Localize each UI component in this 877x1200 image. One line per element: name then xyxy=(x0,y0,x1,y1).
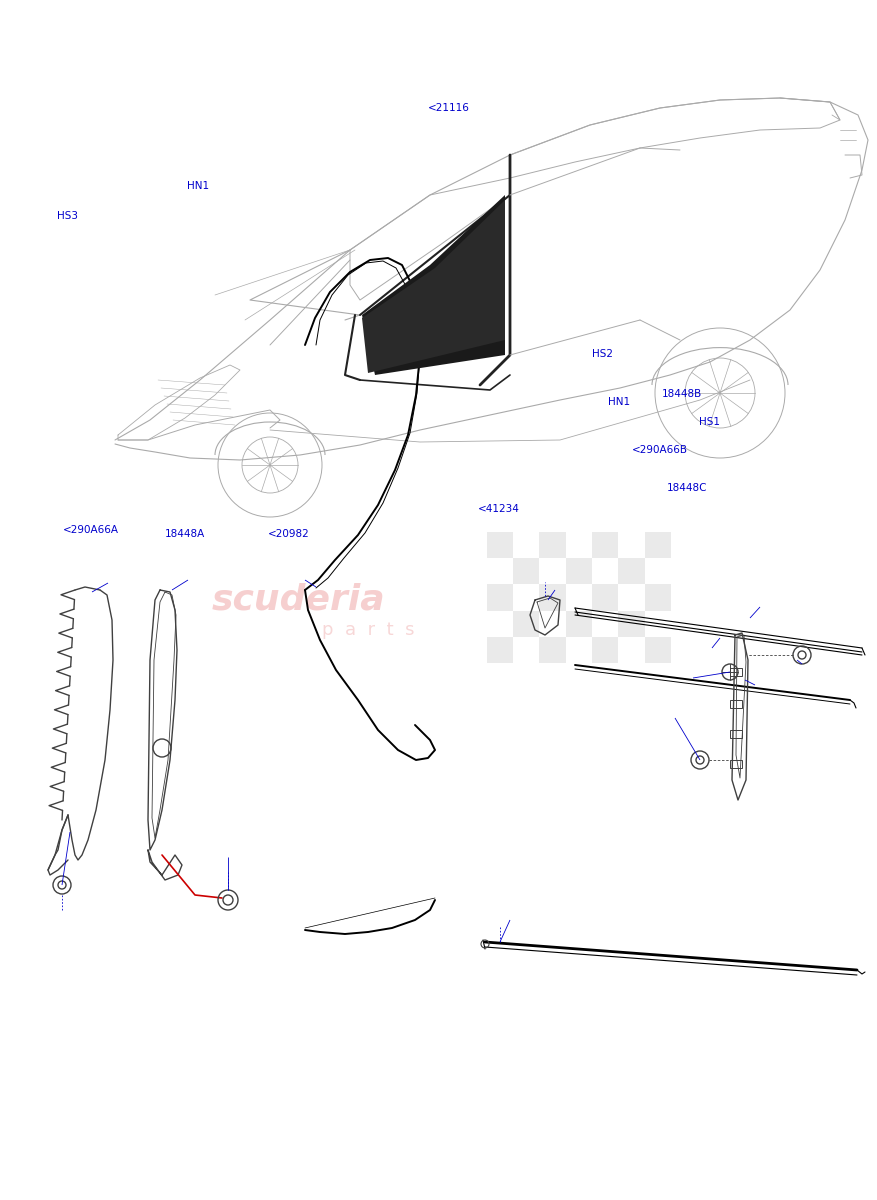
Bar xyxy=(618,611,645,637)
Bar xyxy=(618,584,645,611)
Bar xyxy=(618,637,645,664)
Bar xyxy=(487,532,513,558)
Polygon shape xyxy=(362,194,505,374)
Text: HN1: HN1 xyxy=(187,181,209,191)
Bar xyxy=(645,584,671,611)
Bar xyxy=(513,558,539,584)
Bar xyxy=(539,611,566,637)
Bar xyxy=(539,584,566,611)
Bar xyxy=(645,611,671,637)
Text: p  a  r  t  s: p a r t s xyxy=(322,622,415,638)
Text: <41234: <41234 xyxy=(478,504,520,514)
Text: HS2: HS2 xyxy=(592,349,613,359)
Bar xyxy=(730,730,742,738)
Bar xyxy=(487,558,513,584)
Bar xyxy=(592,558,618,584)
Bar xyxy=(645,637,671,664)
Text: 18448B: 18448B xyxy=(662,389,702,398)
Bar xyxy=(513,584,539,611)
Bar xyxy=(513,611,539,637)
Bar xyxy=(513,532,539,558)
Text: HS1: HS1 xyxy=(699,418,720,427)
Bar xyxy=(592,637,618,664)
Text: 18448A: 18448A xyxy=(165,529,205,539)
Text: <20982: <20982 xyxy=(267,529,310,539)
Text: HN1: HN1 xyxy=(608,397,630,407)
Text: scuderia: scuderia xyxy=(211,583,385,617)
Bar xyxy=(592,584,618,611)
Bar xyxy=(618,558,645,584)
Bar xyxy=(513,637,539,664)
Bar xyxy=(566,637,592,664)
Bar xyxy=(618,532,645,558)
Bar xyxy=(487,637,513,664)
Text: 18448C: 18448C xyxy=(667,484,707,493)
Bar xyxy=(566,611,592,637)
Bar xyxy=(539,532,566,558)
Bar xyxy=(566,558,592,584)
Bar xyxy=(592,611,618,637)
Text: HS3: HS3 xyxy=(57,211,78,221)
Bar xyxy=(645,532,671,558)
Text: <290A66A: <290A66A xyxy=(63,526,119,535)
Bar xyxy=(487,611,513,637)
Bar xyxy=(487,584,513,611)
Text: <290A66B: <290A66B xyxy=(631,445,688,455)
Bar xyxy=(566,584,592,611)
Bar xyxy=(730,700,742,708)
Bar xyxy=(645,558,671,584)
Bar xyxy=(730,760,742,768)
Polygon shape xyxy=(362,200,505,373)
Text: <21116: <21116 xyxy=(428,103,470,113)
Bar xyxy=(730,668,742,676)
Bar xyxy=(592,532,618,558)
Bar xyxy=(539,637,566,664)
Bar xyxy=(566,532,592,558)
Bar xyxy=(539,558,566,584)
